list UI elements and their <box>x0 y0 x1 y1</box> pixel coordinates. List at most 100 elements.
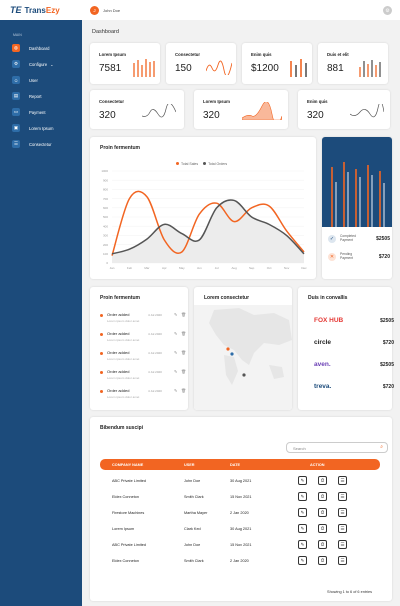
user-name[interactable]: John Doe <box>103 7 121 13</box>
line-chart-card: Proin fermentum Total Sales Total Orders… <box>90 137 316 279</box>
edit-icon[interactable]: ✎ <box>298 508 307 517</box>
edit-icon[interactable]: ✎ <box>298 476 307 485</box>
x-tick-label: Nov <box>284 266 290 270</box>
activity-date: 4 Jul 2020 <box>148 313 162 317</box>
edit-icon[interactable]: ✎ <box>298 524 307 533</box>
stat-card: Consectetur 320 <box>90 90 184 129</box>
stat-label: Enim quis <box>307 99 328 104</box>
x-tick-label: Feb <box>127 266 133 270</box>
check-icon: ✓ <box>328 235 336 243</box>
x-tick-label: May <box>179 266 185 270</box>
bullet <box>100 314 103 317</box>
report-icon: ▤ <box>12 92 20 100</box>
sidebar-item[interactable]: ☺ User <box>0 72 82 88</box>
edit-icon[interactable]: ✎ <box>298 492 307 501</box>
main-content: J John Doe ⚙ Dashboard Lorem Ipsum 7581 … <box>82 0 400 606</box>
avatar[interactable]: J <box>90 5 99 15</box>
activity-row: Order added 4 Jul 2020 Lorem ipsum dolor a… <box>100 368 200 384</box>
world-map[interactable] <box>194 305 292 410</box>
stat-label: Lorem Ipsum <box>99 52 126 57</box>
table-row: Lorem Ipsum Clark Ked 30 Aug 2021 ✎ ⏱ ☰ <box>100 522 380 537</box>
list-icon[interactable]: ☰ <box>338 492 347 501</box>
clock-icon[interactable]: ⏱ <box>318 492 327 501</box>
settings-icon[interactable]: ⚙ <box>383 6 392 15</box>
list-icon[interactable]: ☰ <box>338 556 347 565</box>
table-header: COMPANY NAME USER DATE ACTION <box>100 459 380 470</box>
logo-name: TransEzy <box>24 5 60 15</box>
search-icon[interactable]: ⌕ <box>380 444 383 450</box>
y-tick-label: 700 <box>103 197 108 201</box>
edit-icon[interactable]: ✎ <box>298 540 307 549</box>
edit-icon[interactable]: ✎ <box>174 331 178 336</box>
stat-value: 320 <box>203 110 220 121</box>
trash-icon[interactable]: 🗑 <box>181 350 187 355</box>
th-date[interactable]: DATE <box>230 462 241 467</box>
sidebar-item[interactable]: ▭ Payment <box>0 104 82 120</box>
cell-user: Smith Clark <box>184 559 204 563</box>
cell-company: Eldex Conneton <box>112 495 140 499</box>
stat-label: Enim quis <box>251 52 272 57</box>
activity-sub: Lorem ipsum dolor amet <box>107 376 140 380</box>
cell-company: ABC Private Limited <box>112 543 146 547</box>
payment-card: ✓ Completed Payment $2505 ✕ Pending Paymen… <box>322 137 392 279</box>
x-tick-label: Jan <box>110 266 115 270</box>
activity-sub: Lorem ipsum dolor amet <box>107 395 140 399</box>
close-icon: ✕ <box>328 253 336 261</box>
logo[interactable]: TE TransEzy <box>0 0 82 20</box>
map-card: Lorem consectetur <box>194 287 292 410</box>
th-company[interactable]: COMPANY NAME <box>112 462 144 467</box>
table-row: ABC Private Limited John Doe 30 Aug 2021 ✎ ⏱… <box>100 474 380 489</box>
legend-sales: Total Sales <box>181 162 199 166</box>
cell-user: Martha Mayer <box>184 511 208 515</box>
list-icon[interactable]: ☰ <box>338 524 347 533</box>
search-placeholder: Search <box>293 446 306 451</box>
payment-bars <box>322 137 392 227</box>
th-user[interactable]: USER <box>184 462 195 467</box>
y-tick-label: 100 <box>103 252 108 256</box>
trash-icon[interactable]: 🗑 <box>181 369 187 374</box>
stat-bars <box>290 59 307 77</box>
sidebar-item[interactable]: ⚙ Configure ⌄ <box>0 56 82 72</box>
activity-title: Proin fermentum <box>100 295 141 301</box>
cell-date: 2 Jan 2020 <box>230 559 249 563</box>
search-input[interactable]: Search ⌕ <box>286 442 388 453</box>
sidebar-item[interactable]: ▣ Lorem Ipsum <box>0 120 82 136</box>
sidebar-item[interactable]: ☰ Consectetur <box>0 136 82 152</box>
brand-name: aven. <box>314 361 331 368</box>
y-tick-label: 300 <box>103 234 108 238</box>
table-title: Bibendum suscipi <box>100 425 144 431</box>
y-tick-label: 0 <box>106 261 108 265</box>
list-icon[interactable]: ☰ <box>338 476 347 485</box>
trash-icon[interactable]: 🗑 <box>181 388 187 393</box>
edit-icon[interactable]: ✎ <box>174 388 178 393</box>
clock-icon[interactable]: ⏱ <box>318 556 327 565</box>
cell-user: Smith Clark <box>184 495 204 499</box>
edit-icon[interactable]: ✎ <box>174 369 178 374</box>
clock-icon[interactable]: ⏱ <box>318 540 327 549</box>
sidebar-item[interactable]: ◍ Dashboard <box>0 40 82 56</box>
stat-value: 320 <box>99 110 116 121</box>
list-icon[interactable]: ☰ <box>338 540 347 549</box>
stat-value: 881 <box>327 63 344 74</box>
chevron-down-icon[interactable]: ⌄ <box>50 61 54 67</box>
series-area-total-orders <box>112 199 304 263</box>
trash-icon[interactable]: 🗑 <box>181 331 187 336</box>
stat-bars <box>359 60 381 77</box>
sidebar-item[interactable]: ▤ Report <box>0 88 82 104</box>
list-icon[interactable]: ☰ <box>338 508 347 517</box>
edit-icon[interactable]: ✎ <box>174 312 178 317</box>
activity-title: Order added <box>107 350 130 355</box>
edit-icon[interactable]: ✎ <box>174 350 178 355</box>
edit-icon[interactable]: ✎ <box>298 556 307 565</box>
x-tick-label: Apr <box>162 266 167 270</box>
map-marker <box>226 347 230 351</box>
clock-icon[interactable]: ⏱ <box>318 508 327 517</box>
sidebar-item-label: Lorem Ipsum <box>29 125 54 131</box>
x-tick-label: Jul <box>215 266 219 270</box>
trash-icon[interactable]: 🗑 <box>181 312 187 317</box>
brand-row: aven. $2505 <box>314 359 394 373</box>
payment-icon: ▭ <box>12 108 20 116</box>
table-row: ABC Private Limited John Doe 15 Nov 2021 ✎ ⏱… <box>100 538 380 553</box>
clock-icon[interactable]: ⏱ <box>318 524 327 533</box>
clock-icon[interactable]: ⏱ <box>318 476 327 485</box>
